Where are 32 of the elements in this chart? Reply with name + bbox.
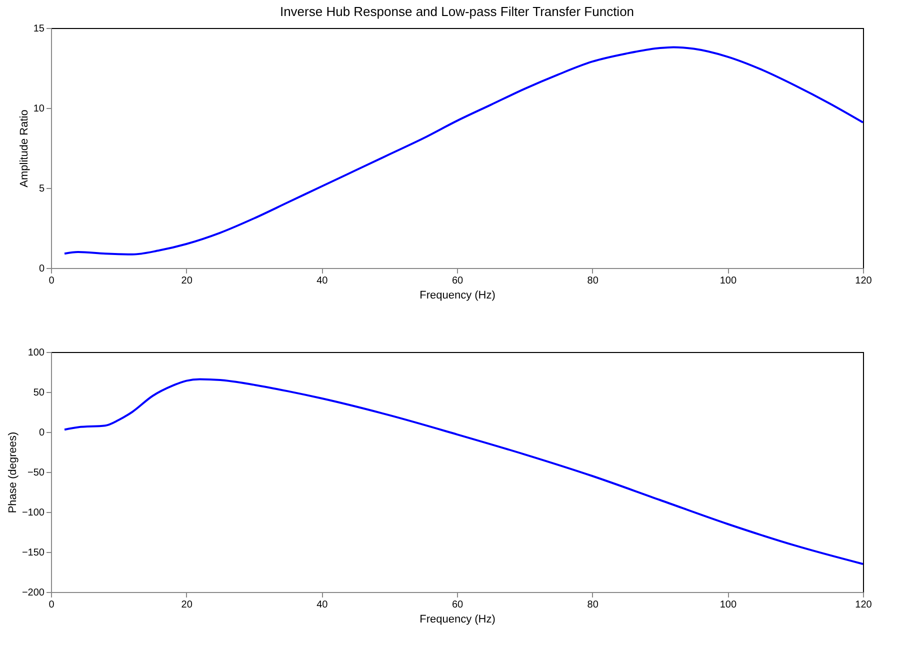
x-tick-label: 0 (48, 600, 55, 610)
chart-title: Inverse Hub Response and Low-pass Filter Transfer Function (280, 4, 634, 19)
x-tick-label: 20 (181, 600, 193, 610)
y-tick-label: −150 (22, 548, 45, 558)
line-series (64, 46, 864, 256)
y-tick-label: −100 (22, 508, 45, 518)
y-axis-title: Phase (degrees) (6, 432, 19, 514)
y-tick-label: 15 (33, 24, 45, 34)
y-tick-label: 0 (38, 428, 45, 438)
y-tick-label: 5 (38, 184, 45, 194)
y-tick-label: −50 (28, 468, 45, 478)
y-tick-label: 10 (33, 104, 45, 114)
y-tick-label: −200 (22, 588, 45, 598)
x-tick-label: 0 (48, 276, 55, 286)
x-tick-label: 100 (720, 276, 737, 286)
x-tick-label: 20 (181, 276, 193, 286)
line-series (64, 378, 864, 565)
x-tick-label: 60 (452, 600, 464, 610)
x-axis-title: Frequency (Hz) (420, 614, 496, 626)
y-tick-label: 0 (38, 264, 45, 274)
y-tick-label: 100 (28, 348, 45, 358)
y-axis-title: Amplitude Ratio (18, 110, 30, 188)
x-tick-label: 60 (452, 276, 464, 286)
x-tick-label: 120 (855, 600, 872, 610)
x-tick-label: 80 (587, 600, 599, 610)
x-tick-label: 100 (720, 600, 737, 610)
x-tick-label: 80 (587, 276, 599, 286)
x-tick-label: 120 (855, 276, 872, 286)
x-axis-title: Frequency (Hz) (420, 290, 496, 302)
y-tick-label: 50 (33, 388, 45, 398)
x-tick-label: 40 (316, 276, 328, 286)
x-tick-label: 40 (316, 600, 328, 610)
